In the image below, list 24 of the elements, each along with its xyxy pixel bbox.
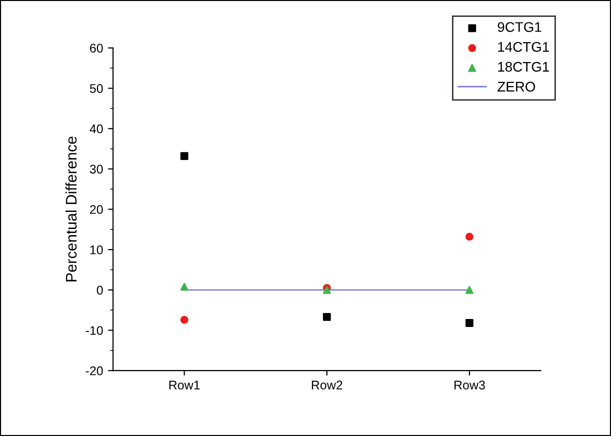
y-tick-label: 50: [90, 84, 103, 93]
point: [466, 232, 474, 241]
point: [180, 282, 188, 291]
y-tick-label: -20: [86, 366, 103, 376]
legend-label: 18CTG1: [498, 62, 549, 72]
point: [466, 286, 474, 294]
y-tick-label: 40: [90, 124, 103, 134]
y-tick-label: 10: [90, 245, 103, 254]
legend-label: 9CTG1: [498, 22, 542, 32]
x-tick-label: Row1: [169, 380, 200, 390]
legend-label: 14CTG1: [498, 42, 549, 52]
point: [466, 319, 474, 327]
y-tick-label: 60: [90, 44, 103, 53]
point: [322, 313, 331, 321]
y-tick-label: 30: [90, 164, 103, 174]
x-tick-label: Row2: [312, 380, 342, 390]
y-tick-label: 20: [90, 205, 103, 214]
legend-label: ZERO: [498, 82, 536, 92]
x-tick-label: Row3: [454, 380, 485, 390]
point: [180, 152, 188, 160]
y-tick-label: 0: [96, 286, 103, 295]
y-tick-label: -10: [86, 326, 103, 335]
y-axis-title: Percentual Difference: [65, 136, 77, 282]
point: [180, 316, 188, 324]
